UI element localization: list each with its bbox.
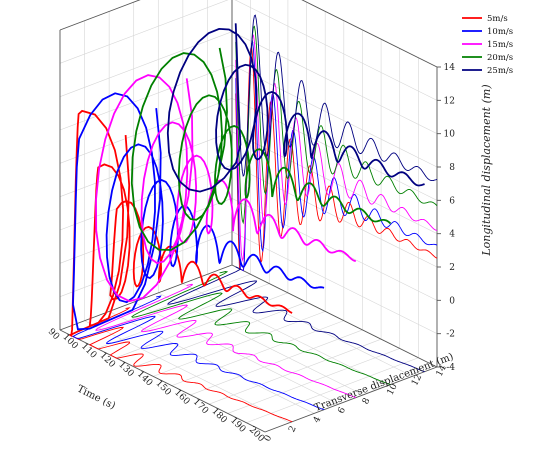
- z-tick-label: 0: [449, 296, 455, 306]
- wall2-grid-z: [301, 0, 438, 68]
- wall2-grid-z: [231, 131, 438, 234]
- wall2-grid-z: [231, 64, 438, 168]
- z-tick-label: 12: [444, 96, 455, 106]
- z-tick-label: -2: [446, 330, 455, 340]
- wall-projection-25ms: [235, 14, 438, 182]
- legend-label: 25m/s: [487, 66, 513, 76]
- y-tick-label: 10: [386, 382, 400, 397]
- x-tick-label: 110: [79, 341, 98, 360]
- x-tick-label: 180: [209, 406, 228, 425]
- wall-projection-10ms: [235, 39, 438, 272]
- wall-grid-z: [59, 164, 233, 231]
- wall-grid-z: [59, 0, 229, 64]
- y-axis-line: [264, 366, 438, 433]
- y-tick-label: 4: [312, 415, 324, 425]
- x-tick-label: 90: [46, 327, 61, 342]
- x-tick-label: 140: [135, 369, 154, 388]
- x-tick-label: 160: [172, 388, 191, 407]
- y-tick-label: 0: [263, 433, 275, 443]
- floor-grid-x: [208, 338, 382, 405]
- floor-right-edge: [231, 264, 438, 368]
- floor-grid-x: [78, 273, 251, 340]
- z-tick-label: 14: [444, 63, 456, 73]
- z-tick-label: 6: [449, 196, 455, 206]
- floor-grid-x: [97, 283, 270, 349]
- series-line-20ms: [130, 47, 392, 251]
- wall-grid-z: [59, 198, 233, 264]
- wall-grid-z: [59, 231, 233, 297]
- wall2-grid-z: [234, 0, 438, 101]
- series-line-25ms: [166, 23, 425, 193]
- wall-grid-z: [59, 31, 233, 97]
- wall2-grid-z: [231, 31, 438, 134]
- top-right-edge: [301, 0, 438, 68]
- top-left-edge: [59, 0, 141, 31]
- floor-projection-5ms: [69, 307, 293, 423]
- legend: 5m/s 10m/s 15m/s 20m/s 25m/s: [462, 14, 513, 76]
- z-tick-label: 4: [449, 230, 455, 240]
- floor-grid-y: [182, 283, 388, 386]
- floor-grid-x: [190, 329, 363, 396]
- x-tick-label: 120: [98, 351, 117, 370]
- floor-grid-y: [158, 292, 364, 396]
- z-tick-label: -4: [446, 363, 455, 373]
- legend-label: 10m/s: [487, 27, 513, 37]
- wall-grid-z: [59, 0, 141, 31]
- floor-back-edge: [59, 264, 233, 331]
- projection-layer: [69, 14, 438, 423]
- y-axis-title: Transverse displacement (m): [313, 351, 455, 414]
- wall2-grid-z: [231, 231, 438, 334]
- x-tick-label: 170: [191, 397, 210, 416]
- x-tick-label: 150: [154, 379, 173, 398]
- legend-label: 5m/s: [487, 14, 508, 24]
- x-tick-label: 200: [247, 425, 266, 444]
- z-tick-label: 2: [449, 263, 455, 273]
- y-tick-label: 8: [361, 396, 373, 406]
- floor-grid-x: [153, 311, 326, 377]
- series-layer: [68, 23, 425, 338]
- floor-projection-20ms: [131, 271, 391, 386]
- floor-projection-25ms: [166, 266, 425, 373]
- y-tick-label: 6: [336, 406, 348, 416]
- x-tick-label: 190: [228, 416, 247, 435]
- floor-grid-x: [246, 357, 419, 424]
- z-tick-label: 8: [449, 163, 455, 173]
- floor-grid-x: [171, 320, 344, 386]
- floor-grid-y: [109, 311, 315, 414]
- y-tick-label: 2: [287, 424, 299, 434]
- floor-grid-x: [115, 292, 289, 359]
- x-tick-label: 100: [60, 332, 79, 351]
- legend-label: 20m/s: [487, 53, 513, 63]
- wall-projection-20ms: [235, 25, 438, 225]
- series-line-10ms: [72, 92, 325, 331]
- legend-label: 15m/s: [487, 40, 513, 50]
- floor-projection-10ms: [72, 295, 325, 411]
- floor-grid-y: [84, 320, 290, 423]
- y-tick-label: 12: [410, 373, 424, 388]
- x-tick-label: 130: [116, 360, 135, 379]
- floor-grid-x: [134, 301, 307, 368]
- wall-projection-5ms: [235, 45, 438, 272]
- series-line-5ms: [68, 109, 293, 338]
- floor-grid-y: [207, 274, 413, 377]
- floor-projection-15ms: [95, 283, 357, 399]
- z-tick-label: 10: [444, 130, 456, 140]
- wall-grid-z: [59, 131, 233, 197]
- z-axis-title: Longitudinal displacement (m): [480, 84, 493, 256]
- x-axis-title: Time (s): [75, 384, 117, 412]
- series-line-15ms: [95, 74, 357, 303]
